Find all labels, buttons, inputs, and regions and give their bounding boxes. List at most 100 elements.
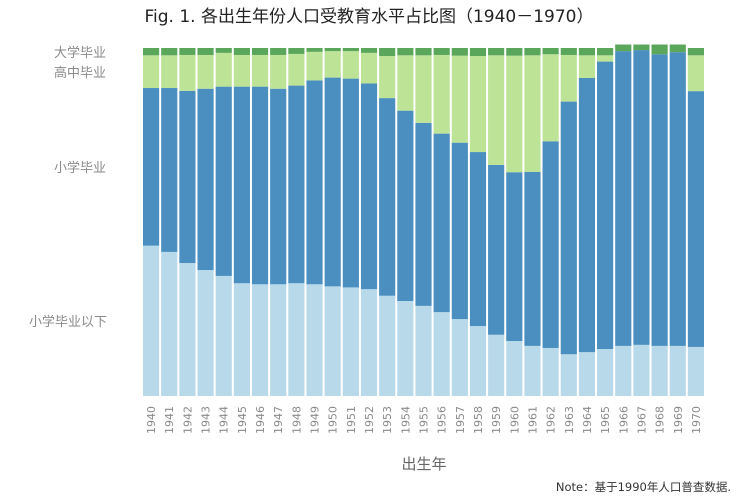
x-tick-1968: 1968 bbox=[654, 406, 667, 434]
bar-1964-series-3 bbox=[578, 48, 596, 56]
x-axis-label: 出生年 bbox=[401, 455, 446, 473]
bar-1940-series-0 bbox=[143, 245, 160, 396]
bar-1942-series-1 bbox=[179, 90, 196, 264]
bar-1940-series-1 bbox=[143, 88, 160, 246]
bar-1958-series-0 bbox=[469, 326, 487, 396]
bar-1958-series-1 bbox=[469, 152, 487, 327]
bar-1956-series-2 bbox=[433, 54, 450, 134]
x-tick-1947: 1947 bbox=[272, 406, 285, 434]
bar-1950-series-0 bbox=[324, 286, 341, 396]
bar-1962-series-0 bbox=[542, 347, 559, 396]
bar-1944-series-0 bbox=[215, 275, 232, 396]
x-tick-1948: 1948 bbox=[290, 406, 303, 434]
x-tick-1967: 1967 bbox=[635, 406, 648, 434]
bar-1956-series-0 bbox=[433, 312, 450, 396]
bar-1947-series-0 bbox=[270, 284, 287, 396]
bar-1959-series-0 bbox=[488, 334, 505, 396]
bar-1957-series-3 bbox=[451, 48, 468, 56]
bar-1941-series-1 bbox=[161, 88, 178, 252]
bar-1950-series-3 bbox=[324, 48, 341, 52]
bar-1956-series-3 bbox=[433, 48, 450, 55]
x-tick-1942: 1942 bbox=[181, 406, 194, 434]
bar-1950-series-1 bbox=[324, 77, 341, 287]
bar-1945-series-2 bbox=[233, 54, 250, 87]
bar-1946-series-0 bbox=[251, 284, 269, 396]
bar-1949-series-0 bbox=[306, 284, 323, 396]
bar-1970-series-1 bbox=[687, 91, 704, 347]
bar-1960-series-3 bbox=[506, 48, 523, 56]
bar-1951-series-0 bbox=[342, 287, 359, 396]
bar-1941-series-0 bbox=[161, 251, 178, 396]
x-tick-1969: 1969 bbox=[672, 406, 685, 434]
bar-1942-series-3 bbox=[179, 48, 196, 55]
x-tick-1962: 1962 bbox=[545, 406, 558, 434]
bar-1959-series-1 bbox=[488, 164, 505, 335]
bar-1951-series-1 bbox=[342, 78, 359, 288]
bar-1951-series-3 bbox=[342, 48, 359, 52]
bar-1964-series-2 bbox=[578, 55, 596, 78]
x-tick-1955: 1955 bbox=[418, 406, 431, 434]
bar-1946-series-1 bbox=[251, 86, 269, 285]
bar-1948-series-1 bbox=[288, 85, 305, 284]
bar-1947-series-3 bbox=[270, 48, 287, 55]
bar-1951-series-2 bbox=[342, 51, 359, 79]
bar-1957-series-1 bbox=[451, 142, 468, 320]
bar-1962-series-3 bbox=[542, 48, 559, 55]
bar-1967-series-0 bbox=[633, 344, 650, 396]
bar-1965-series-2 bbox=[597, 55, 614, 62]
x-tick-1943: 1943 bbox=[200, 406, 213, 434]
bar-1966-series-0 bbox=[615, 345, 632, 396]
bars-group bbox=[143, 44, 704, 396]
bar-1953-series-3 bbox=[379, 48, 396, 56]
bar-1954-series-2 bbox=[397, 55, 414, 111]
bar-1966-series-1 bbox=[615, 51, 632, 346]
bar-1956-series-1 bbox=[433, 133, 450, 313]
bar-1942-series-2 bbox=[179, 54, 196, 91]
bar-1968-series-1 bbox=[651, 54, 668, 346]
bar-1961-series-3 bbox=[524, 48, 541, 56]
bar-1943-series-0 bbox=[197, 270, 214, 396]
bar-1959-series-2 bbox=[488, 55, 505, 165]
bar-1953-series-1 bbox=[379, 98, 396, 296]
bar-1970-series-0 bbox=[687, 346, 704, 396]
bar-1955-series-1 bbox=[415, 122, 432, 306]
x-tick-1944: 1944 bbox=[218, 406, 231, 434]
bar-1946-series-3 bbox=[251, 48, 269, 55]
bar-1954-series-1 bbox=[397, 110, 414, 301]
bar-1965-series-3 bbox=[597, 48, 614, 56]
bar-1957-series-2 bbox=[451, 55, 468, 143]
bar-1948-series-2 bbox=[288, 53, 305, 86]
x-tick-1941: 1941 bbox=[163, 406, 176, 434]
x-tick-1965: 1965 bbox=[599, 406, 612, 434]
bar-1960-series-2 bbox=[506, 55, 523, 173]
bar-1964-series-0 bbox=[578, 352, 596, 396]
chart-note: Note：基于1990年人口普查数据. bbox=[556, 480, 731, 494]
bar-1958-series-3 bbox=[469, 48, 487, 56]
x-tick-labels: 1940 1941 1942 1943 1944 1945 1946 1947 1948 1949… bbox=[145, 406, 703, 434]
bar-1968-series-0 bbox=[651, 345, 668, 396]
legend-label-primary: 小学毕业 bbox=[54, 160, 106, 176]
bar-1960-series-1 bbox=[506, 172, 523, 342]
bar-1969-series-0 bbox=[669, 345, 686, 396]
legend-label-below-primary: 小学毕业以下 bbox=[29, 314, 107, 330]
bar-1962-series-2 bbox=[542, 54, 559, 142]
bar-1961-series-0 bbox=[524, 345, 541, 396]
bar-1955-series-3 bbox=[415, 48, 432, 56]
bar-1952-series-3 bbox=[360, 48, 378, 53]
bar-1967-series-3 bbox=[633, 44, 650, 51]
bar-1960-series-0 bbox=[506, 341, 523, 396]
bar-1949-series-2 bbox=[306, 51, 323, 81]
bar-1949-series-3 bbox=[306, 48, 323, 52]
bar-1945-series-3 bbox=[233, 48, 250, 55]
bar-1945-series-1 bbox=[233, 86, 250, 284]
bar-1945-series-0 bbox=[233, 283, 250, 396]
bar-1959-series-3 bbox=[488, 48, 505, 56]
x-tick-1964: 1964 bbox=[581, 406, 594, 434]
bar-1941-series-3 bbox=[161, 48, 178, 56]
bar-1953-series-0 bbox=[379, 295, 396, 396]
x-tick-1959: 1959 bbox=[490, 406, 503, 434]
bar-1966-series-3 bbox=[615, 44, 632, 52]
bar-1949-series-1 bbox=[306, 80, 323, 285]
bar-1953-series-2 bbox=[379, 56, 396, 99]
